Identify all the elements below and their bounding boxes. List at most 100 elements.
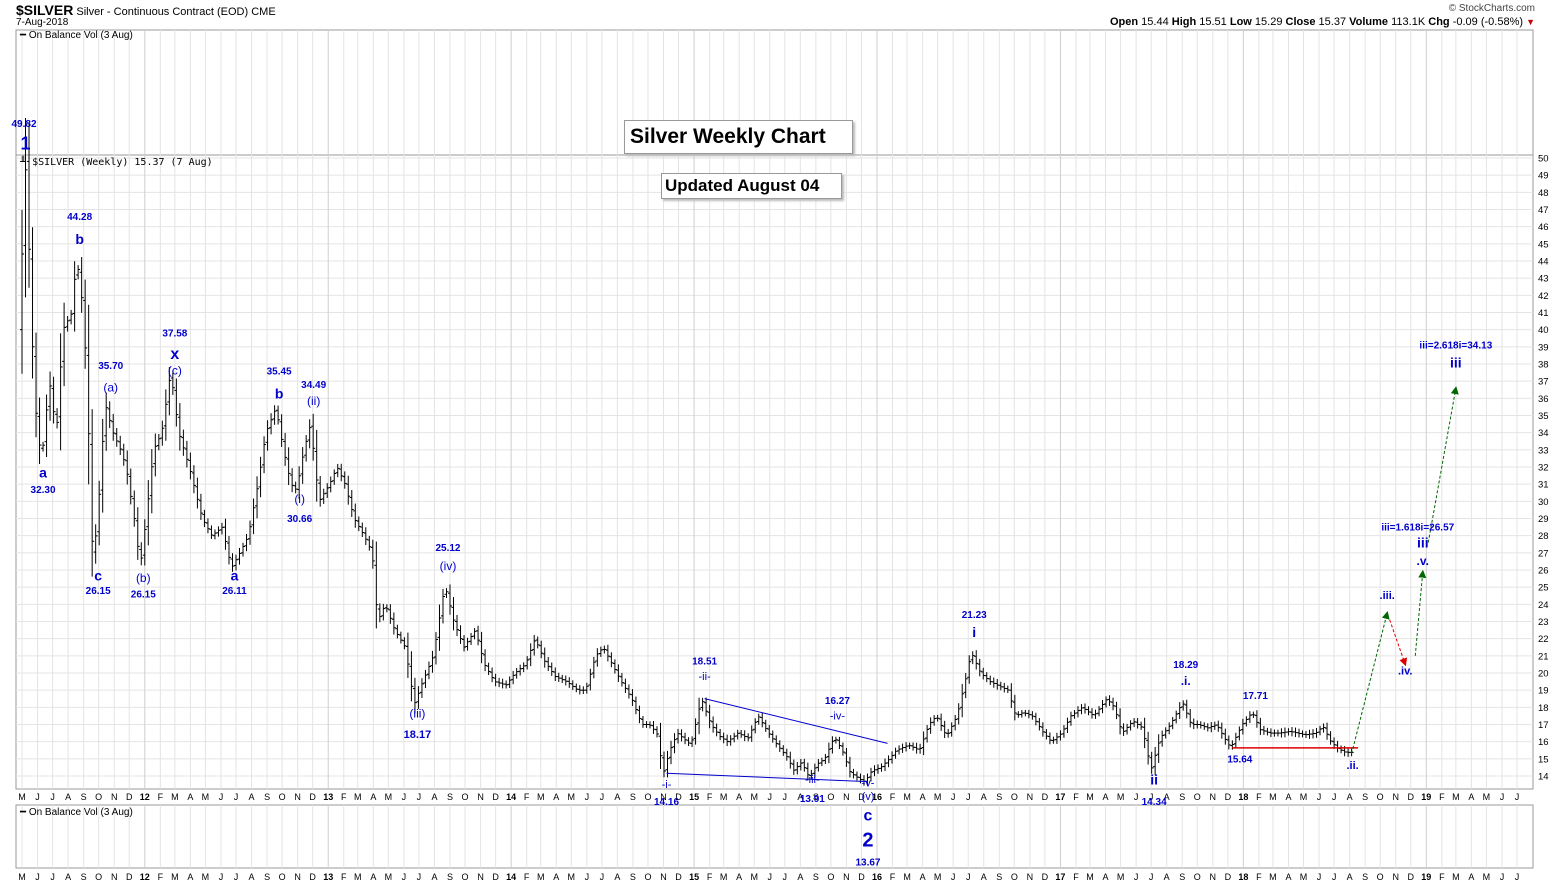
x-tick-label: J — [1500, 792, 1505, 802]
x-tick-label: M — [1300, 792, 1308, 802]
x-tick-label: 14 — [506, 872, 516, 882]
close-label: Close — [1285, 16, 1316, 28]
x-tick-label: M — [1300, 872, 1308, 882]
ohlc-bar — [1040, 722, 1045, 737]
ohlc-bar — [356, 516, 361, 532]
ohlc-bar — [367, 535, 372, 551]
wave-label: i — [972, 624, 976, 640]
wave-label: 21.23 — [962, 610, 987, 621]
chart-title-box: Silver Weekly Chart — [624, 120, 853, 154]
ohlc-bar — [121, 443, 126, 466]
x-tick-label: O — [462, 792, 469, 802]
ohlc-bar — [612, 659, 617, 674]
x-tick-label: O — [827, 792, 834, 802]
ohlc-bar — [1325, 722, 1330, 740]
ohlc-bar — [332, 469, 337, 485]
x-tick-label: O — [644, 792, 651, 802]
ohlc-bar — [749, 725, 754, 742]
chg-value: -0.09 (-0.58%) — [1452, 16, 1524, 28]
ohlc-bar — [423, 669, 428, 689]
x-tick-label: S — [447, 872, 453, 882]
open-label: Open — [1109, 16, 1139, 28]
x-tick-label: J — [966, 872, 971, 882]
x-tick-label: O — [1377, 792, 1384, 802]
x-tick-label: J — [1515, 792, 1520, 802]
chart-subtitle-box: Updated August 04 — [661, 173, 843, 199]
y-tick-label: 39 — [1538, 342, 1549, 353]
ohlc-bar — [412, 677, 417, 714]
ohlc-bar — [700, 697, 705, 712]
x-tick-label: A — [187, 872, 193, 882]
y-tick-label: 42 — [1538, 291, 1549, 302]
wave-label: 35.45 — [267, 366, 292, 377]
legend-line-icon: ━ — [20, 30, 27, 41]
ohlc-bar — [953, 714, 958, 731]
instrument-name: Silver - Continuous Contract (EOD) — [76, 6, 249, 18]
ohlc-bar — [100, 418, 105, 513]
x-tick-label: M — [934, 792, 942, 802]
x-tick-label: A — [65, 792, 71, 802]
x-tick-label: J — [600, 792, 605, 802]
ohlc-bar — [444, 588, 449, 598]
x-tick-label: M — [750, 872, 758, 882]
ohlc-bar — [205, 518, 210, 534]
x-tick-label: A — [1468, 872, 1474, 882]
ohlc-bar — [1251, 711, 1256, 718]
x-tick-label: J — [1149, 792, 1154, 802]
x-tick-label: M — [202, 792, 210, 802]
ohlc-bar — [925, 725, 930, 743]
ohlc-bar — [104, 392, 109, 451]
ohlc-bar — [226, 535, 231, 565]
ohlc-bar — [535, 636, 540, 649]
y-tick-label: 49 — [1538, 171, 1549, 182]
x-tick-label: N — [660, 792, 667, 802]
x-tick-label: A — [431, 792, 437, 802]
x-tick-label: O — [1377, 872, 1384, 882]
ohlc-bar — [34, 332, 39, 438]
ohlc-bar — [528, 643, 533, 667]
x-tick-label: O — [1194, 792, 1201, 802]
ohlc-bar — [812, 763, 817, 778]
wave-label: 25.12 — [435, 543, 460, 554]
y-tick-label: 23 — [1538, 617, 1549, 628]
ohlc-bar — [391, 612, 396, 635]
ohlc-bar — [654, 726, 659, 738]
exchange-label: CME — [251, 6, 276, 18]
wave-label: -i- — [662, 779, 672, 791]
ohlc-bar — [318, 475, 323, 507]
wave-label: -iii- — [805, 774, 820, 786]
x-tick-label: M — [354, 872, 362, 882]
ohlc-bar — [304, 434, 309, 462]
x-tick-label: N — [1027, 872, 1034, 882]
ohlc-bar — [177, 403, 182, 451]
x-tick-label: A — [981, 872, 987, 882]
ohlc-bar — [949, 722, 954, 737]
wave-label: 15.64 — [1227, 754, 1252, 765]
ohlc-bar — [346, 475, 351, 505]
wave-label: 49.82 — [11, 119, 36, 130]
ohlc-bar — [234, 554, 239, 571]
wave-label: .iv. — [1398, 666, 1412, 678]
ohlc-bar — [970, 651, 975, 665]
wave-label: 30.66 — [287, 514, 312, 525]
ohlc-bar — [960, 683, 965, 718]
x-tick-label: A — [1164, 872, 1170, 882]
x-tick-label: A — [920, 792, 926, 802]
ohlc-bar — [384, 604, 389, 613]
ohlc-bar — [433, 632, 438, 665]
wave-label: b — [75, 231, 84, 247]
ohlc-bar — [72, 261, 77, 332]
wave-label: .i. — [1181, 674, 1191, 688]
projection-arrow — [1414, 569, 1427, 656]
ohlc-bar — [658, 722, 663, 770]
ohlc-bar — [426, 661, 431, 680]
ohlc-bar — [349, 490, 354, 518]
x-tick-label: 19 — [1421, 872, 1431, 882]
wave-label: c — [94, 567, 102, 583]
price-legend-label: $SILVER (Weekly) 15.37 (7 Aug) — [32, 157, 213, 168]
ohlc-bar — [118, 435, 123, 456]
ohlc-bar — [167, 367, 172, 416]
x-tick-label: J — [1515, 872, 1520, 882]
x-tick-label: M — [171, 872, 179, 882]
ohlc-bar — [476, 625, 481, 646]
